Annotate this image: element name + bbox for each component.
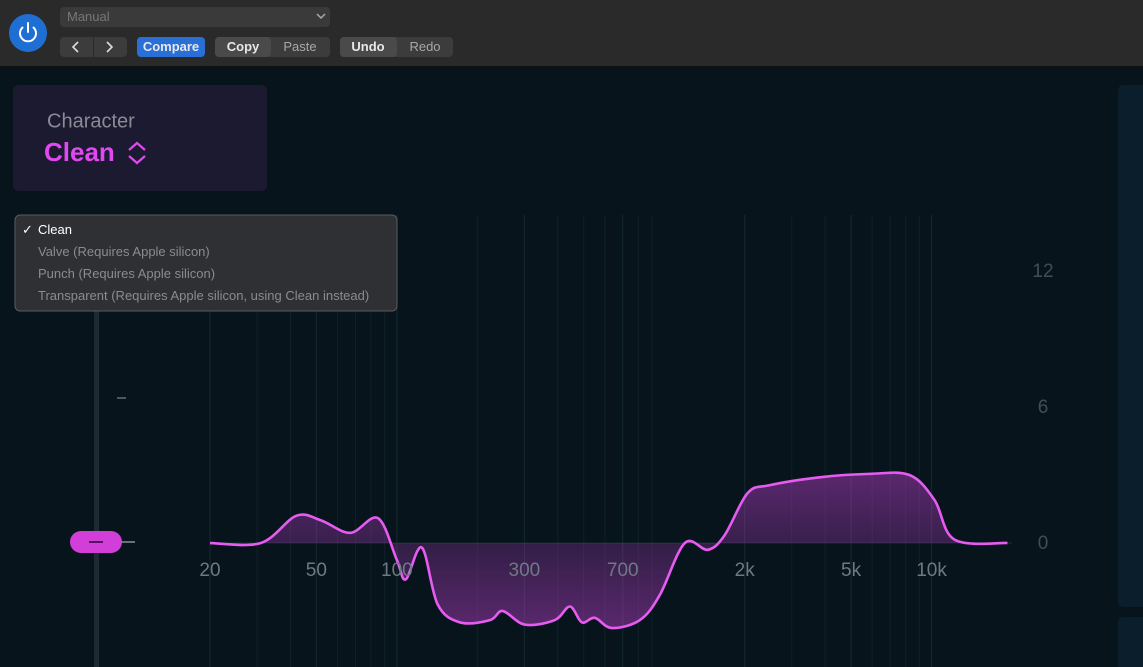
preset: Manual	[67, 9, 110, 24]
menu-item[interactable]: Valve (Requires Apple silicon)	[38, 244, 210, 259]
compare: Compare	[143, 39, 199, 54]
check-mark: ✓	[22, 222, 33, 237]
x-tick-label: 5k	[841, 560, 862, 581]
x-tick-label: 20	[199, 560, 220, 581]
character-label: Character	[47, 110, 135, 132]
character-panel	[13, 85, 267, 191]
undo[interactable]: Undo	[351, 39, 384, 54]
y-tick-label: 6	[1038, 397, 1049, 418]
paste[interactable]: Paste	[283, 39, 316, 54]
compare-button[interactable]	[137, 37, 205, 57]
character-menu	[14, 214, 398, 312]
eq-curve	[209, 471, 1008, 630]
side-panel	[1118, 85, 1143, 607]
preset-dropdown[interactable]	[60, 7, 330, 27]
boost-area	[260, 472, 967, 543]
x-tick-label: 100	[381, 560, 413, 581]
cut-area	[210, 543, 1008, 629]
redo[interactable]: Redo	[409, 39, 440, 54]
x-tick-label: 10k	[916, 560, 947, 581]
x-tick-label: 700	[607, 560, 639, 581]
character-value[interactable]: Clean	[44, 137, 115, 167]
menu-item[interactable]: Punch (Requires Apple silicon)	[38, 266, 215, 281]
menu-item[interactable]: Transparent (Requires Apple silicon, usi…	[38, 288, 369, 303]
copy[interactable]: Copy	[227, 39, 260, 54]
y-tick-label: 12	[1032, 261, 1053, 282]
y-tick-label: 0	[1038, 533, 1049, 554]
x-tick-label: 50	[306, 560, 327, 581]
slider-track	[94, 300, 99, 667]
x-tick-label: 300	[509, 560, 541, 581]
x-tick-label: 2k	[735, 560, 756, 581]
menu-item[interactable]: Clean	[38, 222, 72, 237]
